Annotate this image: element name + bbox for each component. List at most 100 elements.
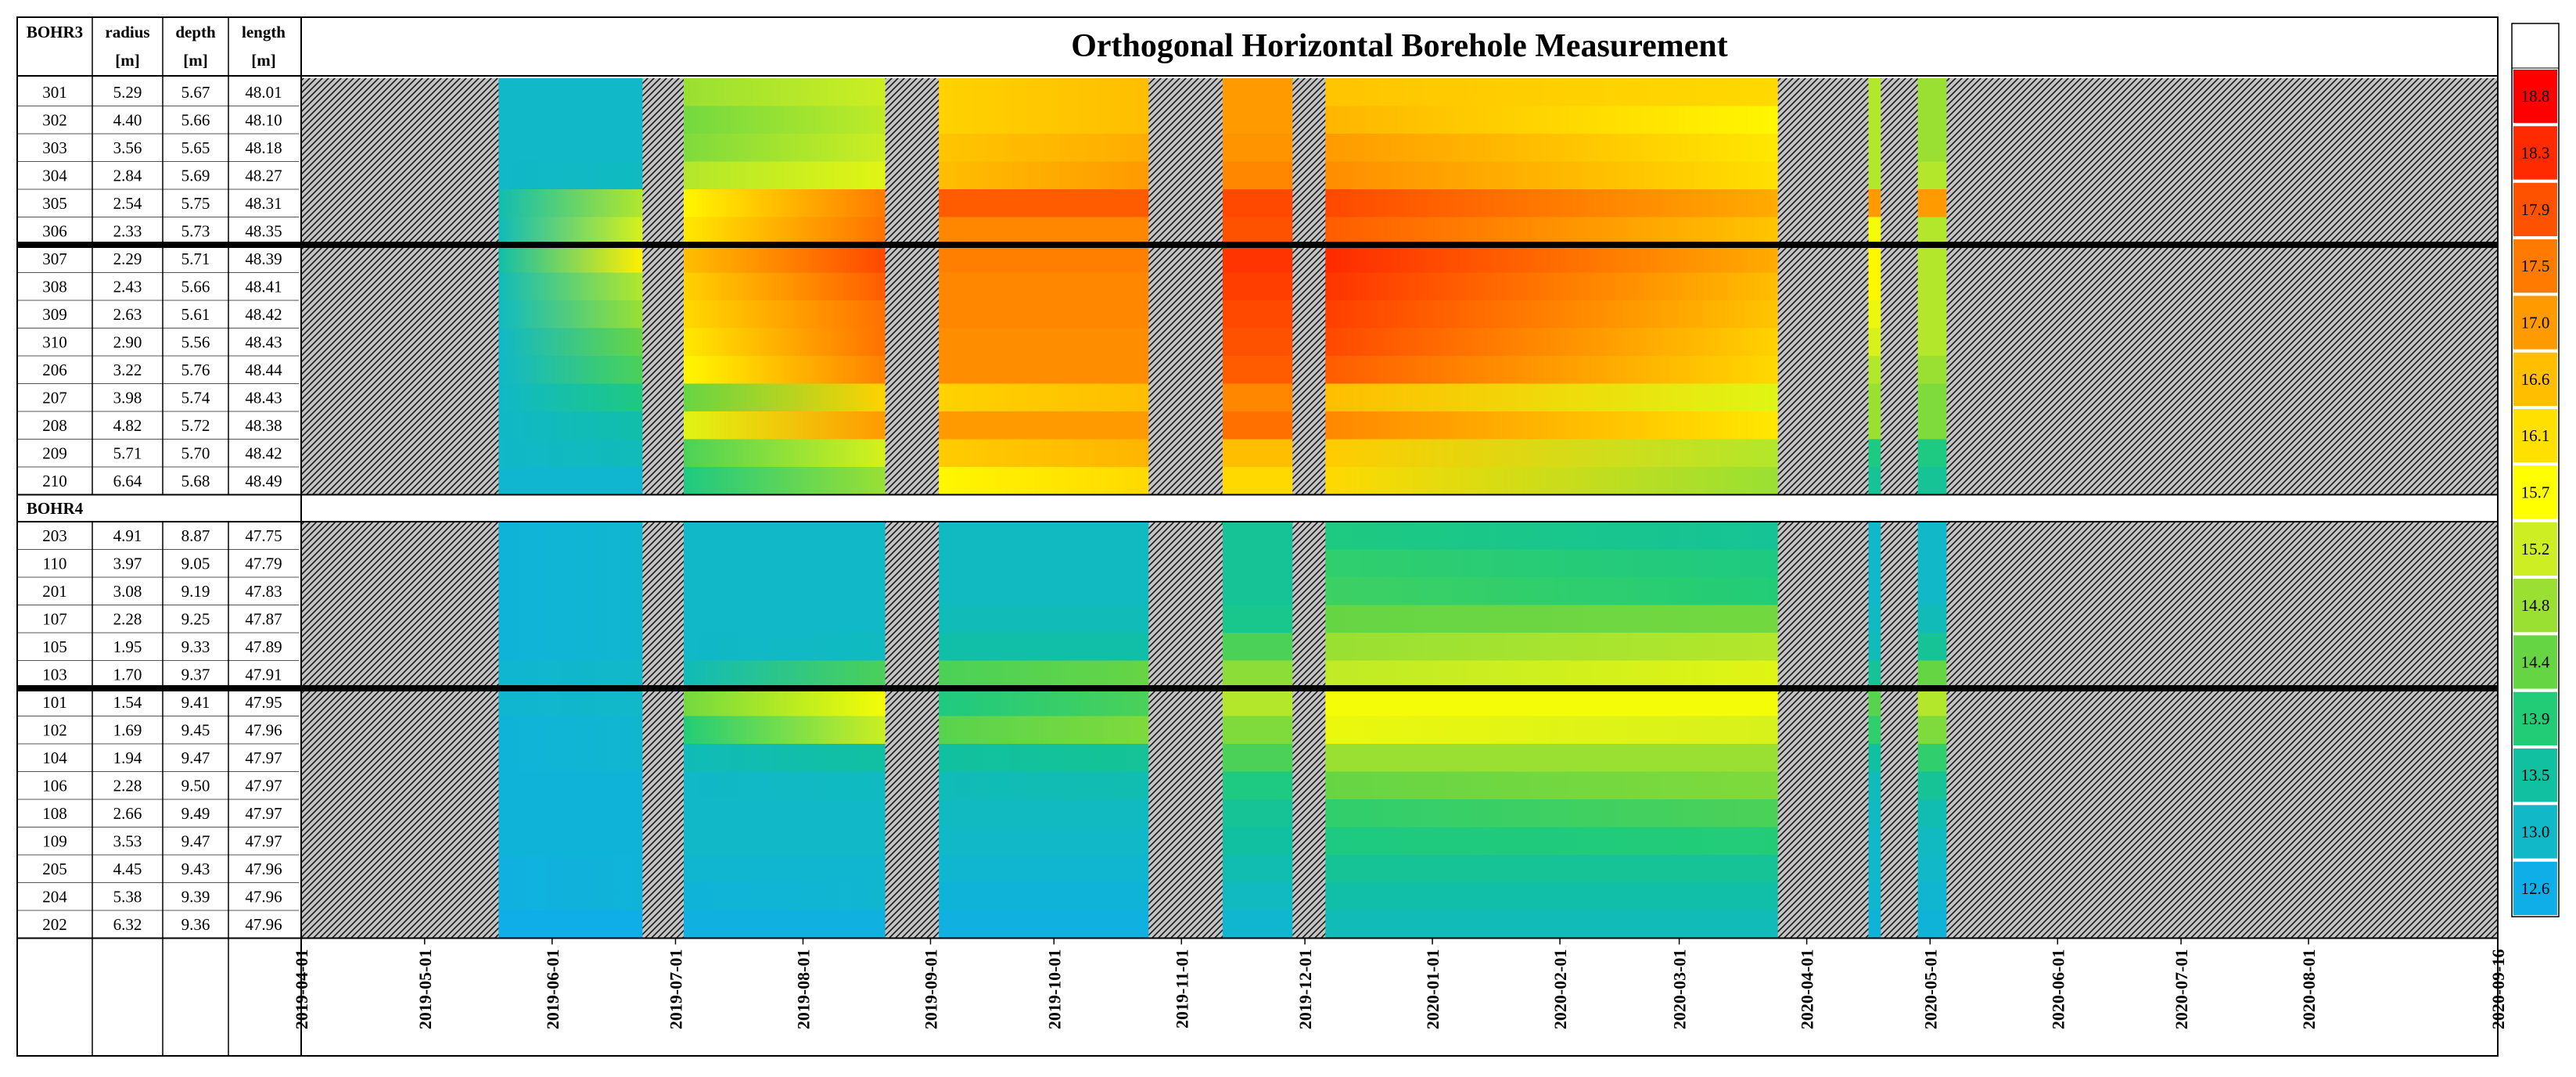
- borehole-id: 208: [42, 416, 67, 435]
- heat-cell-104-p4: [1222, 744, 1293, 773]
- depth-value: 9.25: [181, 609, 210, 628]
- heat-cell-304-p4: [1222, 161, 1293, 190]
- heat-cell-204-p5: [1325, 882, 1778, 911]
- heat-cell-307-p1: [498, 245, 643, 274]
- heat-cell-104-p2: [684, 744, 886, 773]
- heat-cell-204-p1: [498, 882, 643, 911]
- group-label-bohr4: BOHR4: [27, 499, 84, 518]
- heat-cell-206-p6: [1868, 356, 1881, 385]
- table-row: 210 6.64 5.68 48.49: [42, 472, 282, 490]
- borehole-table: 301 5.29 5.67 48.01 302 4.40 5.66 48.10 303 3.56 5…: [17, 17, 299, 1056]
- heat-cell-104-p1: [498, 744, 643, 773]
- heat-cell-207-p4: [1222, 383, 1293, 412]
- colorbar-label: 15.2: [2521, 540, 2550, 558]
- length-value: 47.75: [245, 526, 282, 545]
- heat-cell-206-p1: [498, 356, 643, 385]
- heat-cell-105-p3: [939, 633, 1149, 662]
- heat-cell-107-p6: [1868, 605, 1881, 634]
- depth-value: 8.87: [181, 526, 210, 545]
- depth-value: 5.66: [181, 110, 210, 129]
- radius-value: 1.54: [113, 693, 142, 712]
- heat-cell-203-p4: [1222, 522, 1293, 551]
- heat-cell-309-p7: [1917, 300, 1947, 329]
- heat-cell-103-p7: [1917, 660, 1947, 689]
- table-row: 103 1.70 9.37 47.91: [42, 665, 282, 684]
- heat-cell-306-p7: [1917, 217, 1947, 246]
- heat-cell-208-p5: [1325, 411, 1778, 440]
- table-row: 209 5.71 5.70 48.42: [42, 443, 282, 462]
- colorbar-swatch: [2513, 182, 2557, 236]
- heat-cell-105-p6: [1868, 633, 1881, 662]
- heat-cell-108-p1: [498, 799, 643, 828]
- colorbar-label: 17.0: [2521, 314, 2550, 332]
- colorbar-label: 18.8: [2521, 87, 2550, 106]
- heat-cell-107-p4: [1222, 605, 1293, 634]
- heat-cell-309-p1: [498, 300, 643, 329]
- heat-cell-310-p2: [684, 328, 886, 357]
- heat-cell-301-p1: [498, 78, 643, 107]
- table-row: 303 3.56 5.65 48.18: [42, 138, 282, 157]
- colorbar-swatch: [2513, 805, 2557, 859]
- heat-cell-305-p5: [1325, 189, 1778, 218]
- heat-cell-302-p6: [1868, 106, 1881, 135]
- heat-cell-109-p4: [1222, 827, 1293, 856]
- borehole-id: 109: [42, 831, 67, 850]
- depth-value: 5.74: [181, 388, 210, 407]
- heat-cell-110-p1: [498, 549, 643, 578]
- colorbar-label: 13.9: [2521, 709, 2550, 728]
- outer-frame: [16, 16, 2499, 1057]
- colorbar-label: 16.6: [2521, 370, 2550, 389]
- colorbar-swatch: [2513, 352, 2557, 406]
- table-row: 107 2.28 9.25 47.87: [42, 609, 282, 628]
- radius-value: 2.43: [113, 277, 142, 296]
- borehole-id: 303: [42, 138, 67, 157]
- heat-cell-103-p5: [1325, 660, 1778, 689]
- heat-cell-310-p1: [498, 328, 643, 357]
- heat-cell-107-p3: [939, 605, 1149, 634]
- length-value: 48.43: [245, 332, 282, 351]
- colorbar-swatch: [2513, 635, 2557, 689]
- heat-cell-310-p6: [1868, 328, 1881, 357]
- heat-cell-202-p2: [684, 910, 886, 939]
- heat-cell-210-p5: [1325, 467, 1778, 496]
- heat-cell-105-p7: [1917, 633, 1947, 662]
- depth-value: 9.50: [181, 776, 210, 795]
- borehole-id: 308: [42, 277, 67, 296]
- heat-cell-101-p5: [1325, 688, 1778, 717]
- heat-cell-105-p1: [498, 633, 643, 662]
- length-value: 47.91: [245, 665, 282, 684]
- heat-cell-206-p7: [1917, 356, 1947, 385]
- heat-cell-306-p5: [1325, 217, 1778, 246]
- heat-cell-108-p7: [1917, 799, 1947, 828]
- length-value: 48.18: [245, 138, 282, 157]
- borehole-id: 101: [42, 693, 67, 712]
- heat-cell-106-p3: [939, 771, 1149, 800]
- length-value: 48.27: [245, 166, 282, 185]
- table-header: BOHR3 radius [m] depth [m] length [m]: [27, 23, 286, 70]
- table-row: 306 2.33 5.73 48.35: [42, 221, 282, 240]
- heat-cell-303-p5: [1325, 134, 1778, 163]
- radius-value: 4.45: [113, 860, 142, 878]
- heat-cell-101-p1: [498, 688, 643, 717]
- heat-cell-302-p3: [939, 106, 1149, 135]
- depth-value: 5.75: [181, 194, 210, 213]
- borehole-id: 205: [42, 860, 67, 878]
- heat-cell-203-p1: [498, 522, 643, 551]
- radius-value: 2.63: [113, 305, 142, 324]
- heat-cell-301-p6: [1868, 78, 1881, 107]
- length-value: 47.83: [245, 582, 282, 601]
- heat-cell-310-p7: [1917, 328, 1947, 357]
- depth-value: 9.37: [181, 665, 210, 684]
- table-row: 304 2.84 5.69 48.27: [42, 166, 282, 185]
- borehole-id: 302: [42, 110, 67, 129]
- depth-value: 5.67: [181, 83, 210, 102]
- heat-cell-210-p4: [1222, 467, 1293, 496]
- colorbar-swatch: [2513, 239, 2557, 293]
- length-value: 48.01: [245, 83, 282, 102]
- table-row: 101 1.54 9.41 47.95: [42, 693, 282, 712]
- borehole-id: 210: [42, 472, 67, 490]
- length-value: 48.44: [245, 361, 282, 379]
- heat-cell-205-p4: [1222, 855, 1293, 884]
- heat-cell-202-p1: [498, 910, 643, 939]
- table-row: 208 4.82 5.72 48.38: [42, 416, 282, 435]
